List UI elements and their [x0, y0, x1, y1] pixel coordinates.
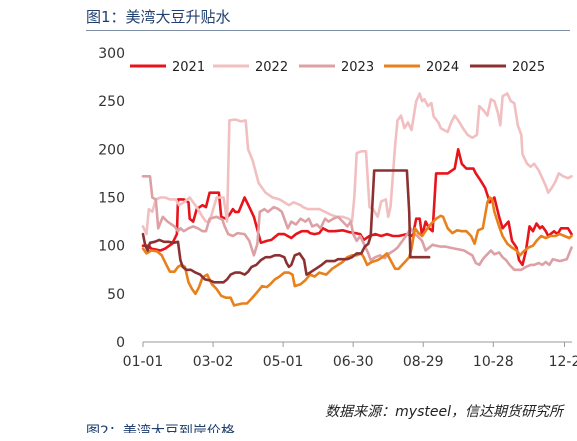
y-tick-label: 50	[107, 287, 125, 303]
series-line-2023	[141, 175, 573, 272]
line-chart: 0 50 100 150 200 250 300 01-01 03-02 05-01 06-30 08…	[98, 46, 577, 370]
y-tick-label: 250	[98, 94, 125, 110]
legend-label-2025: 2025	[512, 60, 545, 75]
series-line-2025	[141, 169, 431, 284]
series-layer	[141, 92, 573, 307]
series-line-2021	[141, 148, 573, 267]
y-tick-label: 300	[98, 46, 125, 62]
chart-axes: 0 50 100 150 200 250 300 01-01 03-02 05-01 06-30 08…	[98, 46, 577, 370]
legend-label-2021: 2021	[172, 60, 205, 75]
y-tick-label: 200	[98, 142, 125, 158]
series-line-2022	[141, 92, 573, 236]
next-figure-caption: 图2：美湾大豆到岸价格	[86, 424, 235, 440]
legend-label-2024: 2024	[426, 60, 459, 75]
chart-legend: 2021 2022 2023 2024 2025	[130, 60, 545, 75]
x-tick-label: 01-01	[123, 354, 164, 370]
x-tick-label: 05-01	[263, 354, 304, 370]
y-tick-label: 0	[116, 335, 125, 351]
x-tick-label: 12-2	[549, 354, 577, 370]
series-line-2024	[141, 196, 573, 307]
data-source-note: 数据来源：mysteel，信达期货研究所	[325, 404, 563, 420]
y-tick-label: 150	[98, 191, 125, 207]
legend-label-2023: 2023	[341, 60, 374, 75]
x-tick-label: 03-02	[193, 354, 234, 370]
x-tick-label: 08-29	[403, 354, 444, 370]
y-tick-label: 100	[98, 239, 125, 255]
x-tick-label: 10-28	[473, 354, 514, 370]
title-divider	[86, 30, 570, 31]
figure-title: 图1：美湾大豆升贴水	[86, 8, 231, 26]
legend-label-2022: 2022	[255, 60, 288, 75]
x-tick-label: 06-30	[333, 354, 374, 370]
